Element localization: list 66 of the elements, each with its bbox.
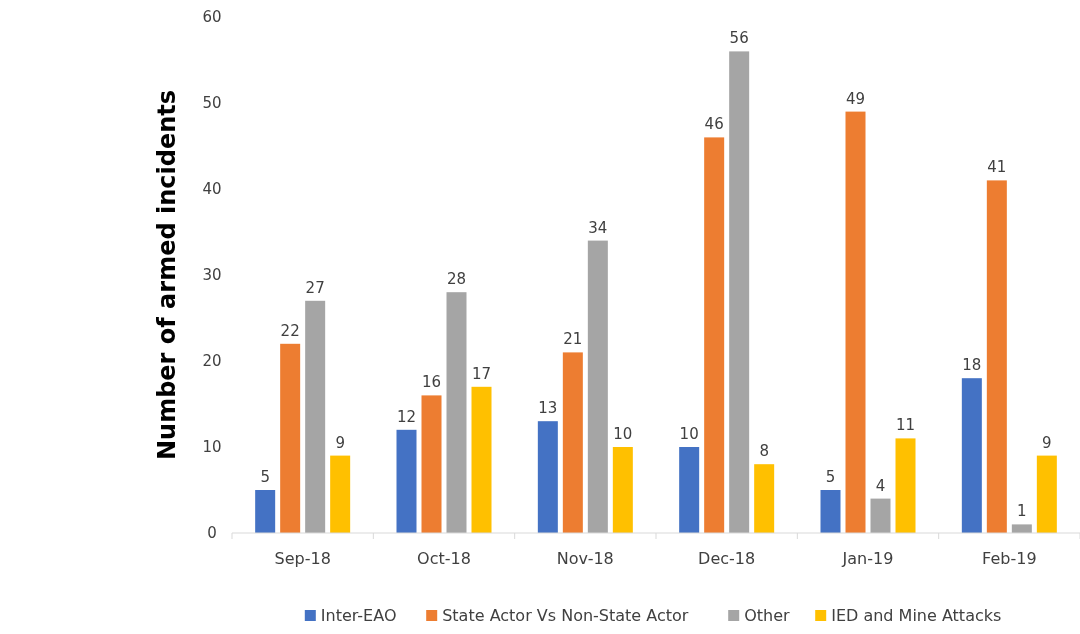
y-tick-label: 20	[202, 352, 222, 370]
data-label: 1	[1017, 502, 1027, 521]
legend-label: Other	[744, 606, 791, 625]
y-tick-label: 60	[202, 8, 222, 26]
bar	[1036, 455, 1057, 533]
bar	[870, 498, 891, 533]
data-label: 5	[825, 468, 836, 486]
x-tick-label: Nov-18	[556, 549, 614, 568]
bar	[820, 490, 841, 533]
bar	[587, 240, 608, 533]
legend-label: Inter-EAO	[320, 606, 397, 625]
data-label: 49	[845, 89, 866, 108]
y-tick-label: 10	[202, 438, 222, 456]
bar	[305, 300, 326, 533]
bar	[961, 378, 982, 533]
data-label: 9	[1042, 433, 1052, 452]
data-label: 17	[471, 364, 492, 383]
data-label: 16	[421, 373, 442, 392]
x-tick-label: Sep-18	[274, 549, 331, 568]
bar	[446, 292, 467, 533]
x-tick-label: Feb-19	[982, 549, 1037, 568]
bar	[704, 137, 725, 533]
data-label: 22	[280, 321, 300, 340]
bar	[679, 447, 700, 533]
data-label: 46	[704, 115, 724, 134]
bar	[255, 490, 276, 533]
legend-label: IED and Mine Attacks	[831, 606, 1002, 625]
bar	[986, 180, 1007, 533]
bar	[562, 352, 583, 533]
data-label: 21	[563, 330, 583, 349]
y-axis-title: Number of armed incidents	[153, 89, 181, 461]
data-label: 56	[729, 29, 749, 48]
bar	[537, 421, 558, 533]
data-label: 9	[335, 433, 345, 452]
bar	[895, 438, 916, 533]
y-tick-label: 0	[207, 524, 217, 542]
y-tick-label: 40	[202, 180, 222, 198]
data-label: 27	[305, 278, 325, 297]
bar	[1011, 524, 1032, 533]
bar	[280, 343, 301, 533]
data-label: 12	[396, 407, 417, 426]
bar	[845, 111, 866, 533]
data-label: 10	[679, 425, 699, 443]
x-tick-label: Oct-18	[417, 549, 471, 568]
bar	[330, 455, 351, 533]
bar	[471, 386, 492, 533]
data-label: 28	[446, 270, 467, 289]
bar	[729, 51, 750, 533]
data-label: 13	[538, 399, 558, 418]
bar	[754, 464, 775, 533]
bar	[396, 429, 417, 533]
x-tick-label: Dec-18	[698, 549, 756, 568]
data-label: 18	[962, 356, 982, 375]
y-tick-label: 30	[202, 266, 222, 284]
data-label: 8	[759, 442, 769, 461]
data-label: 10	[613, 425, 633, 443]
bar	[612, 447, 633, 533]
data-label: 5	[260, 468, 270, 486]
x-tick-label: Jan-19	[841, 549, 894, 568]
data-label: 41	[987, 158, 1007, 177]
y-tick-label: 50	[202, 94, 222, 112]
bar	[421, 395, 442, 533]
data-label: 4	[875, 476, 886, 495]
legend-label: State Actor Vs Non-State Actor	[442, 606, 689, 625]
data-label: 34	[588, 218, 608, 237]
data-label: 11	[895, 416, 916, 435]
